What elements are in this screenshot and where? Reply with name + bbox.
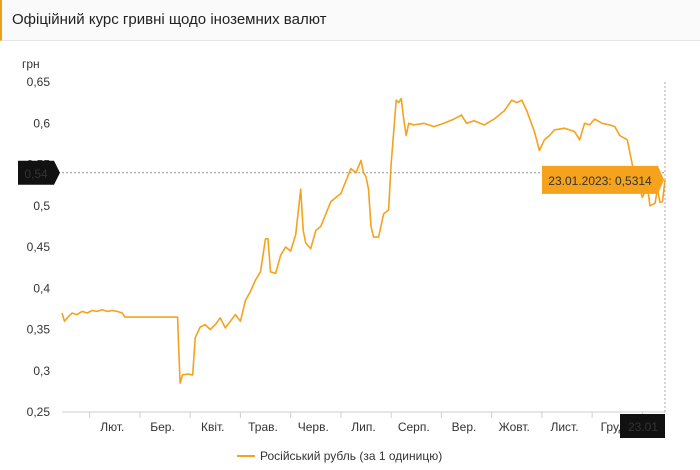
y-tick-label: 0,35 xyxy=(27,323,51,337)
series-line-rub[interactable] xyxy=(61,97,666,384)
y-tick-label: 0,65 xyxy=(27,75,51,89)
plot-area[interactable] xyxy=(61,97,666,384)
x-crosshair-badge xyxy=(620,414,665,438)
x-tick-label: Лист. xyxy=(550,420,578,434)
legend-label: Російський рубль (за 1 одиницю) xyxy=(260,449,442,463)
y-axis-unit-label: грн xyxy=(22,57,40,71)
y-tick-label: 0,6 xyxy=(33,116,50,130)
y-tick-label: 0,5 xyxy=(33,199,50,213)
y-crosshair-label: 0,54 xyxy=(24,167,48,181)
tooltip-box xyxy=(542,165,664,194)
chart-axes: грн0,650,60,550,50,450,40,350,30,25Лют.Б… xyxy=(22,57,665,434)
x-tick-label: Черв. xyxy=(298,420,329,434)
chart-legend[interactable]: Російський рубль (за 1 одиницю) xyxy=(237,449,442,463)
chart-overlay: 0,54 23.01 23.01.2023: 0,5314 xyxy=(18,82,666,438)
x-tick-label: Лип. xyxy=(351,420,375,434)
x-tick-label: Жовт. xyxy=(499,420,530,434)
x-tick-label: Трав. xyxy=(248,420,278,434)
x-tick-label: Серп. xyxy=(398,420,430,434)
x-tick-label: Лют. xyxy=(100,420,124,434)
x-tick-label: Вер. xyxy=(452,420,477,434)
y-tick-label: 0,45 xyxy=(27,240,51,254)
tooltip-text: 23.01.2023: 0,5314 xyxy=(548,174,652,188)
y-tick-label: 0,4 xyxy=(33,281,50,295)
x-crosshair-label: 23.01 xyxy=(628,420,658,434)
chart-title: Офіційний курс гривні щодо іноземних вал… xyxy=(12,11,327,28)
chart-header: Офіційний курс гривні щодо іноземних вал… xyxy=(0,0,700,41)
y-tick-label: 0,25 xyxy=(27,405,51,419)
x-tick-label: Квіт. xyxy=(201,420,225,434)
y-crosshair-badge xyxy=(18,160,60,185)
y-tick-label: 0,3 xyxy=(33,364,50,378)
x-tick-label: Бер. xyxy=(150,420,175,434)
